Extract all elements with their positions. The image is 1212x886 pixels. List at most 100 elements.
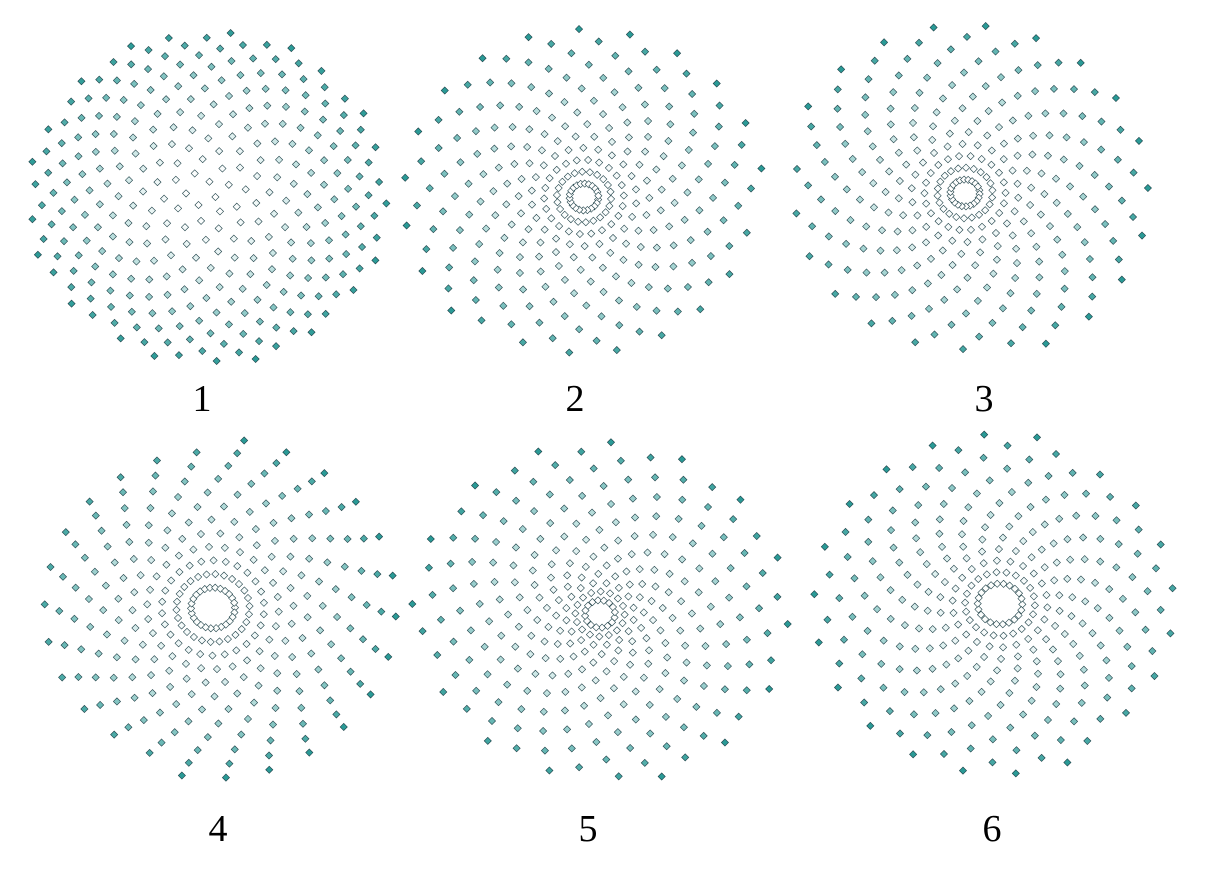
spiral-marker [208, 651, 217, 660]
spiral-marker [833, 683, 843, 692]
spiral-marker [639, 608, 648, 617]
spiral-marker [110, 558, 119, 567]
spiral-marker [656, 626, 665, 635]
spiral-marker [541, 282, 550, 291]
spiral-marker [77, 645, 86, 654]
spiral-marker [109, 129, 118, 139]
spiral-marker [969, 199, 978, 208]
spiral-marker [657, 331, 666, 340]
spiral-marker [836, 122, 845, 131]
spiral-marker [872, 293, 881, 302]
spiral-marker [58, 572, 68, 581]
spiral-marker [642, 176, 651, 185]
spiral-marker [366, 690, 375, 699]
spiral-marker [637, 623, 646, 632]
spiral-marker [86, 622, 95, 631]
spiral-marker [57, 139, 66, 148]
spiral-marker [237, 730, 246, 739]
spiral-marker [566, 215, 575, 224]
spiral-marker [433, 650, 442, 660]
spiral-marker [144, 615, 153, 624]
spiral-marker [547, 560, 556, 569]
spiral-marker [602, 667, 611, 676]
spiral-marker [968, 177, 977, 186]
spiral-marker [1027, 306, 1036, 315]
spiral-marker [860, 591, 869, 600]
spiral-marker [1063, 535, 1072, 544]
spiral-marker [848, 154, 857, 163]
spiral-marker [571, 132, 580, 141]
spiral-marker [612, 346, 621, 355]
spiral-marker [91, 130, 100, 139]
spiral-marker [885, 707, 894, 716]
spiral-marker [80, 553, 89, 562]
spiral-marker [167, 509, 176, 518]
spiral-marker [553, 137, 562, 146]
spiral-marker [631, 185, 641, 194]
spiral-marker [517, 174, 526, 183]
spiral-marker [358, 242, 367, 252]
spiral-marker [357, 566, 366, 575]
spiral-marker [580, 647, 589, 656]
spiral-marker [216, 529, 225, 538]
spiral-marker [814, 638, 823, 647]
spiral-marker [928, 441, 937, 450]
spiral-marker [231, 630, 240, 639]
spiral-marker [449, 243, 458, 252]
spiral-marker [503, 680, 512, 689]
spiral-marker [1051, 174, 1061, 183]
spiral-marker [590, 132, 599, 141]
spiral-marker [337, 503, 346, 512]
spiral-marker [197, 111, 206, 120]
spiral-marker [564, 227, 573, 236]
spiral-marker [581, 218, 590, 227]
spiral-marker [475, 240, 484, 249]
spiral-marker [620, 610, 629, 619]
spiral-marker [959, 214, 969, 223]
spiral-marker [1090, 205, 1100, 214]
spiral-marker [124, 218, 133, 228]
spiral-marker [205, 177, 214, 186]
spiral-marker [256, 69, 265, 78]
spiral-marker [939, 204, 948, 213]
spiral-marker [773, 553, 782, 562]
spiral-marker [949, 608, 958, 617]
spiral-marker [880, 38, 889, 47]
spiral-marker [446, 559, 455, 568]
spiral-marker [1030, 601, 1039, 610]
spiral-marker [895, 642, 904, 651]
spiral-marker [356, 222, 365, 231]
spiral-marker [429, 225, 438, 234]
spiral-marker [297, 571, 306, 580]
spiral-marker [1059, 155, 1068, 164]
spiral-marker [708, 549, 717, 558]
spiral-marker [1127, 662, 1136, 671]
spiral-marker [127, 307, 136, 316]
spiral-marker [119, 95, 128, 104]
spiral-marker [553, 198, 562, 207]
spiral-marker [120, 636, 129, 645]
spiral-marker [677, 597, 686, 606]
spiral-marker [933, 184, 942, 193]
spiral-marker [1003, 441, 1012, 450]
spiral-marker [186, 577, 195, 586]
spiral-marker [530, 507, 539, 516]
spiral-marker [1024, 634, 1033, 643]
spiral-marker [453, 133, 462, 142]
spiral-marker [549, 297, 558, 306]
spiral-marker [889, 543, 898, 552]
spiral-marker [62, 178, 71, 187]
spiral-marker [577, 573, 586, 582]
spiral-marker [620, 224, 629, 233]
spiral-marker [184, 144, 194, 153]
spiral-marker [1006, 339, 1016, 348]
spiral-marker [578, 625, 587, 634]
spiral-marker [668, 613, 677, 622]
spiral-marker [1003, 464, 1012, 473]
spiral-marker [699, 681, 708, 690]
spiral-marker [916, 548, 925, 557]
spiral-marker [715, 101, 724, 110]
spiral-marker [623, 147, 632, 156]
spiral-marker [469, 579, 478, 588]
